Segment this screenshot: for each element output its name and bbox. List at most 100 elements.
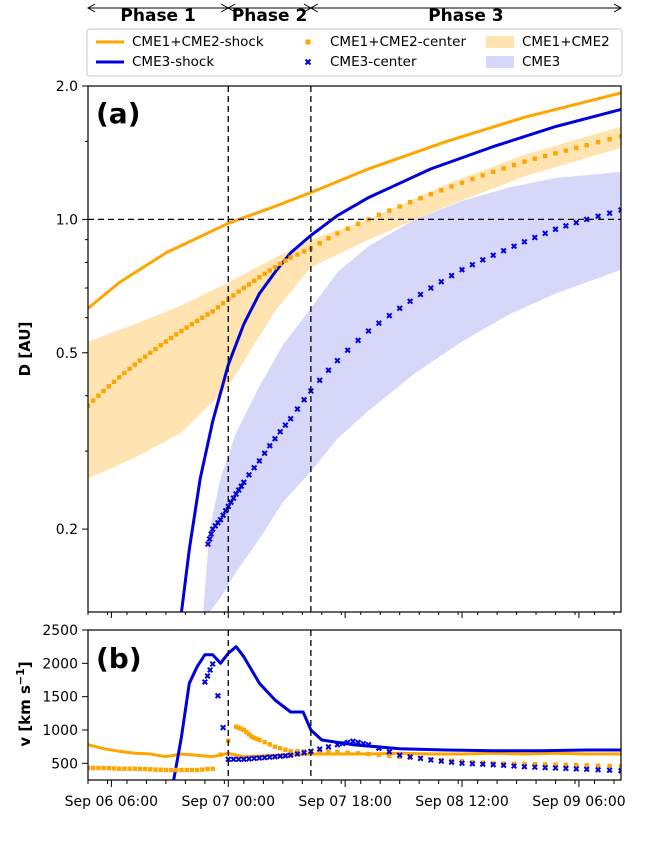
data-point xyxy=(397,204,402,209)
data-point xyxy=(236,289,241,294)
data-point xyxy=(127,766,132,771)
xtick-label: Sep 07 18:00 xyxy=(298,794,391,810)
data-point xyxy=(261,450,268,457)
data-point xyxy=(562,765,569,772)
data-point xyxy=(168,767,174,773)
data-point xyxy=(91,765,96,771)
data-point xyxy=(230,495,237,502)
data-point xyxy=(335,231,340,236)
data-point xyxy=(163,339,169,344)
data-point xyxy=(235,756,242,763)
panel-a-label: (a) xyxy=(96,97,141,130)
panel-b-label: (b) xyxy=(96,642,142,675)
data-point xyxy=(428,192,434,197)
legend-item: CME3 xyxy=(486,54,560,70)
data-point xyxy=(355,337,362,344)
data-point xyxy=(282,422,289,429)
data-point xyxy=(574,145,579,151)
data-point xyxy=(184,767,189,773)
data-point xyxy=(210,766,215,771)
data-point xyxy=(501,166,506,171)
legend-swatch-band xyxy=(486,56,514,68)
data-point xyxy=(542,230,549,237)
data-point xyxy=(205,766,210,772)
data-point xyxy=(376,752,382,758)
data-point xyxy=(522,159,527,164)
data-point xyxy=(200,767,205,772)
data-point xyxy=(316,377,323,384)
data-point xyxy=(225,756,232,763)
legend-swatch-marker xyxy=(305,39,311,45)
legend-item: CME3-shock xyxy=(96,54,214,70)
data-point xyxy=(521,763,528,770)
data-point xyxy=(438,278,445,285)
data-point xyxy=(511,761,517,766)
data-point xyxy=(345,226,350,231)
data-point xyxy=(137,766,143,772)
xtick-label: Sep 09 06:00 xyxy=(532,794,625,810)
data-point xyxy=(583,766,590,773)
data-point xyxy=(254,736,259,742)
data-point xyxy=(386,748,393,755)
data-point xyxy=(607,763,612,768)
data-point xyxy=(334,357,341,364)
data-point xyxy=(179,767,184,773)
data-point xyxy=(355,751,361,756)
legend-label: CME1+CME2-shock xyxy=(132,34,264,50)
data-point xyxy=(245,755,253,762)
data-point xyxy=(543,153,548,159)
data-point xyxy=(218,752,223,757)
data-point xyxy=(595,140,601,145)
a-series-cme1-cme2-shock xyxy=(88,91,621,310)
data-point xyxy=(230,756,237,763)
data-point xyxy=(574,762,579,768)
data-point xyxy=(376,212,382,218)
data-point xyxy=(148,350,153,355)
legend-item: CME1+CME2-center xyxy=(305,34,466,50)
data-point xyxy=(531,234,538,241)
data-point xyxy=(407,298,414,305)
data-point xyxy=(606,210,613,217)
panel-a-ylabel: D [AU] xyxy=(16,322,34,377)
data-point xyxy=(470,176,475,182)
data-point xyxy=(207,666,214,674)
data-point xyxy=(511,162,517,168)
data-point xyxy=(325,743,332,750)
data-point xyxy=(386,312,393,319)
data-point xyxy=(349,738,356,745)
data-point xyxy=(552,764,559,772)
data-point xyxy=(326,236,331,241)
phase-label: Phase 2 xyxy=(232,6,307,26)
data-point xyxy=(301,249,307,254)
data-point xyxy=(301,396,308,403)
data-point xyxy=(189,322,195,327)
data-point xyxy=(325,367,332,374)
data-point xyxy=(583,216,590,223)
a-series-cme1-cme2-center xyxy=(88,134,621,408)
data-point xyxy=(417,755,424,762)
data-point xyxy=(595,213,602,220)
data-point xyxy=(573,765,580,772)
panel-b: 2500 2000 1500 1000 500 Sep 06 06:00 Sep 07 00… xyxy=(14,623,626,810)
data-point xyxy=(240,479,247,486)
data-point xyxy=(179,328,184,334)
data-point xyxy=(137,358,143,363)
legend: CME1+CME2-shock CME3-shock CME1+CME2-cente… xyxy=(86,28,623,77)
data-point xyxy=(189,767,195,773)
data-point xyxy=(272,744,278,749)
panel-b-frame xyxy=(87,629,622,781)
data-point xyxy=(491,169,496,175)
data-point xyxy=(295,252,300,257)
data-point xyxy=(106,384,111,389)
xtick-label: Sep 07 00:00 xyxy=(182,794,275,810)
data-point xyxy=(267,742,272,747)
ytick-label: 1000 xyxy=(42,723,78,739)
data-point xyxy=(168,335,174,341)
data-point xyxy=(204,541,212,548)
data-point xyxy=(142,766,148,772)
data-point xyxy=(500,762,507,769)
data-point xyxy=(387,753,392,758)
data-point xyxy=(204,672,211,680)
data-point xyxy=(459,759,465,764)
data-point xyxy=(262,740,267,745)
